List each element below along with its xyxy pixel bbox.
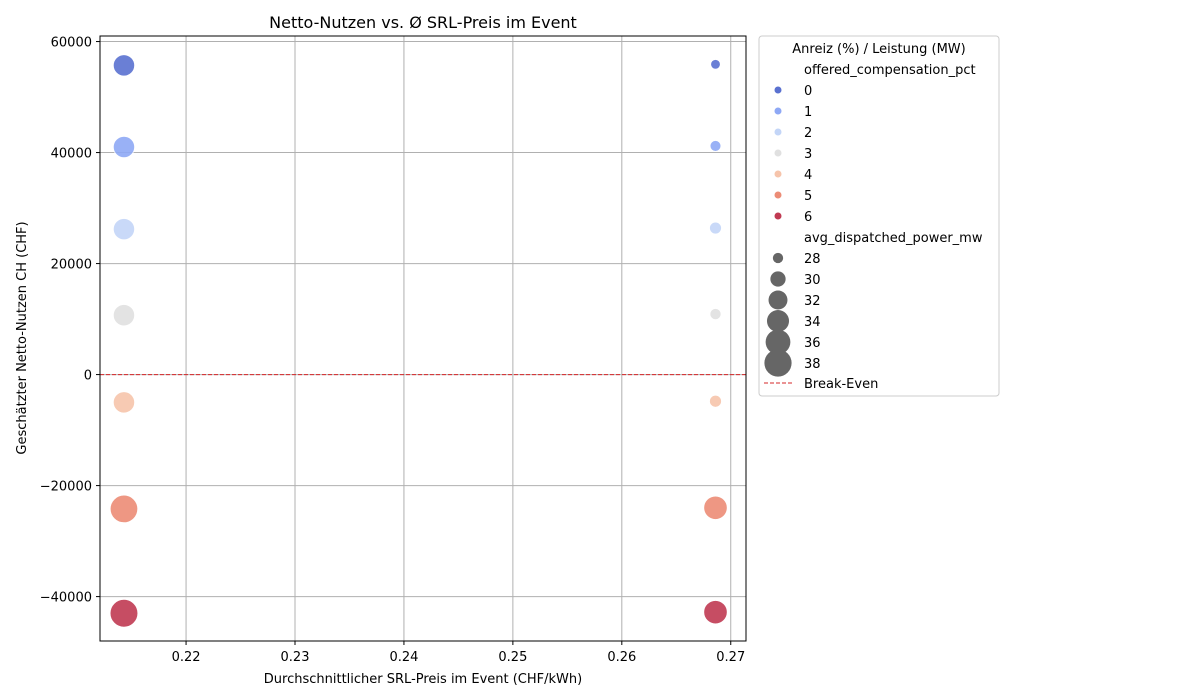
legend-size-marker [766, 309, 790, 333]
y-tick-label: 0 [84, 369, 92, 384]
data-point [703, 600, 728, 625]
legend-hue-marker [774, 212, 782, 220]
x-tick-label: 0.24 [389, 650, 418, 665]
x-tick-label: 0.23 [281, 650, 310, 665]
legend-size-marker [770, 271, 786, 287]
data-point [709, 221, 722, 235]
legend-hue-marker [774, 170, 782, 178]
y-tick-label: 20000 [51, 258, 92, 273]
data-point [709, 394, 722, 408]
data-points [109, 54, 728, 628]
legend-title: Anreiz (%) / Leistung (MW) [792, 42, 965, 57]
legend-hue-marker [774, 86, 782, 94]
plot-area-frame [99, 35, 747, 642]
data-point [112, 391, 136, 414]
legend-hue-marker [774, 128, 782, 136]
data-point [112, 218, 136, 241]
data-point [710, 59, 721, 70]
legend-hue-marker [774, 149, 782, 157]
y-tick-label: 60000 [51, 36, 92, 51]
grid [100, 36, 746, 641]
x-tick-label: 0.22 [172, 650, 201, 665]
legend: Anreiz (%) / Leistung (MW) offered_compe… [758, 35, 1000, 397]
legend-size-title: avg_dispatched_power_mw [804, 231, 983, 246]
data-point [709, 140, 722, 152]
legend-hue-label: 2 [804, 126, 812, 141]
legend-size-marker [772, 252, 784, 264]
chart-title: Netto-Nutzen vs. Ø SRL-Preis im Event [269, 13, 577, 32]
legend-hue-marker [774, 107, 782, 115]
legend-hue-label: 4 [804, 168, 812, 183]
y-tick-label: −40000 [40, 591, 92, 606]
data-point [703, 495, 728, 520]
data-point [109, 598, 139, 628]
legend-frame [758, 35, 1000, 397]
data-point [709, 308, 722, 321]
y-axis-label: Geschätzter Netto-Nutzen CH (CHF) [15, 221, 30, 454]
legend-size-label: 30 [804, 273, 821, 288]
legend-break-even-label: Break-Even [804, 377, 878, 392]
legend-size-label: 38 [804, 357, 821, 372]
legend-size-marker [764, 349, 792, 377]
x-tick-label: 0.25 [498, 650, 527, 665]
data-point [112, 54, 136, 77]
legend-hue-label: 3 [804, 147, 812, 162]
legend-hue-label: 5 [804, 189, 812, 204]
x-axis-label: Durchschnittlicher SRL-Preis im Event (C… [264, 672, 582, 687]
data-point [109, 494, 139, 524]
x-tick-label: 0.26 [607, 650, 636, 665]
legend-hue-label: 0 [804, 84, 812, 99]
x-tick-label: 0.27 [716, 650, 745, 665]
legend-hue-label: 1 [804, 105, 812, 120]
y-tick-label: 40000 [51, 147, 92, 162]
y-tick-label: −20000 [40, 480, 92, 495]
legend-size-label: 36 [804, 336, 821, 351]
data-point [112, 304, 136, 327]
legend-size-label: 34 [804, 315, 821, 330]
legend-size-label: 28 [804, 252, 821, 267]
legend-hue-label: 6 [804, 210, 812, 225]
axis-ticks: 0.22 0.23 0.24 0.25 0.26 0.27 −40000 −20000 0 200… [40, 36, 745, 665]
legend-hue-title: offered_compensation_pct [804, 63, 976, 78]
legend-size-marker [768, 290, 788, 310]
legend-hue-marker [774, 191, 782, 199]
legend-size-marker [765, 329, 791, 355]
data-point [112, 135, 136, 159]
legend-size-label: 32 [804, 294, 821, 309]
